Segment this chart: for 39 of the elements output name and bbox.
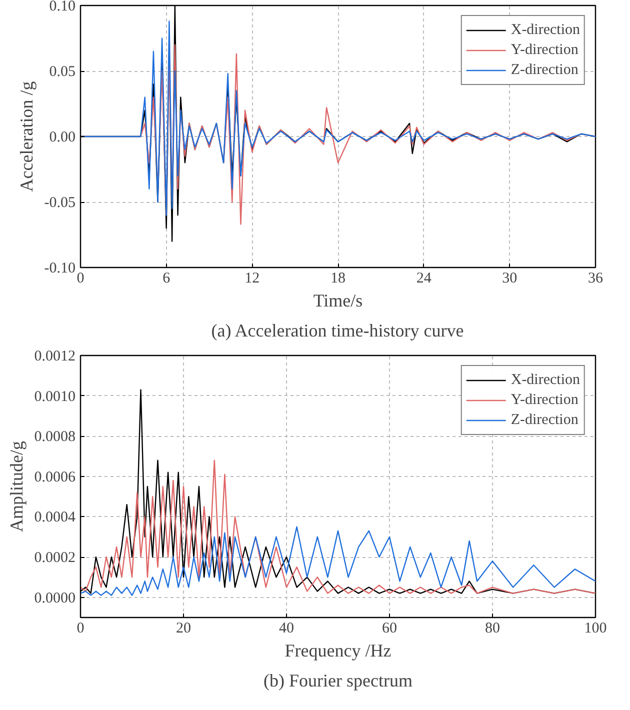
x-tick-label: 20 — [176, 620, 191, 636]
x-tick-label: 80 — [485, 620, 500, 636]
y-tick-label: -0.05 — [44, 195, 76, 211]
legend-label: Y-direction — [510, 392, 578, 408]
x-axis-title: Frequency /Hz — [284, 640, 392, 660]
y-tick-label: 0.0006 — [34, 469, 76, 486]
x-tick-label: 60 — [382, 620, 397, 636]
y-tick-label: 0.0012 — [34, 348, 76, 364]
y-tick-label: 0.10 — [49, 0, 76, 14]
x-tick-label: 40 — [279, 620, 294, 636]
y-tick-label: 0.05 — [49, 64, 76, 80]
x-tick-label: 6 — [162, 270, 171, 286]
x-tick-label: 30 — [502, 270, 518, 286]
x-tick-label: 24 — [416, 270, 432, 286]
legend-label: X-direction — [510, 372, 580, 388]
x-tick-label: 100 — [584, 620, 607, 636]
x-tick-label: 36 — [588, 270, 604, 286]
legend-label: X-direction — [510, 22, 580, 38]
y-tick-label: 0.0008 — [34, 429, 76, 446]
legend-label: Y-direction — [510, 42, 578, 58]
line-series — [80, 526, 596, 596]
y-tick-label: -0.10 — [44, 260, 76, 276]
x-axis-title: Time/s — [313, 290, 363, 310]
y-axis-title: Amplitude/g — [6, 440, 26, 532]
x-tick-label: 0 — [76, 620, 84, 636]
y-tick-label: 0.0004 — [34, 510, 76, 526]
legend-label: Z-direction — [510, 62, 578, 78]
x-tick-label: 18 — [330, 270, 346, 286]
y-tick-label: 0.0002 — [34, 550, 76, 566]
legend-label: Z-direction — [510, 412, 578, 428]
line-series — [80, 460, 596, 594]
y-tick-label: 0.00 — [49, 130, 76, 146]
text: (a) Acceleration time-history curve — [211, 320, 464, 340]
y-tick-label: 0.0010 — [34, 388, 76, 405]
text: (b) Fourier spectrum — [264, 670, 412, 690]
y-tick-label: 0.0000 — [34, 590, 76, 606]
x-tick-label: 0 — [76, 270, 84, 286]
y-axis-title: Acceleration /g — [16, 81, 36, 192]
x-tick-label: 12 — [244, 270, 260, 286]
